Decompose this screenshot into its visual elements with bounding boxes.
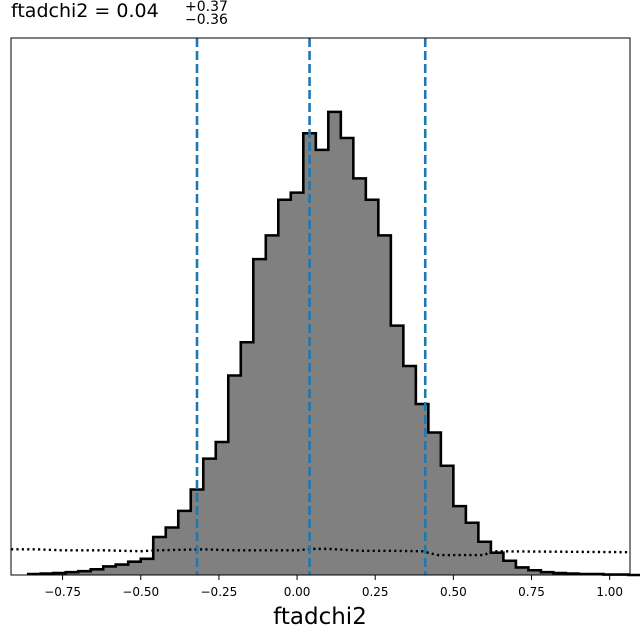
x-tick-label: −0.75 xyxy=(44,585,81,599)
histogram-bar xyxy=(365,199,379,575)
histogram-bar xyxy=(228,375,242,575)
histogram-bar xyxy=(65,572,79,575)
histogram-bar xyxy=(428,432,442,575)
histogram-bar xyxy=(265,235,279,575)
histogram-bar xyxy=(140,558,154,575)
histogram-bar xyxy=(115,564,129,575)
histogram-bar xyxy=(103,566,117,575)
histogram-bar xyxy=(403,366,417,575)
x-tick-label: −0.50 xyxy=(122,585,159,599)
histogram-bar xyxy=(340,138,354,575)
histogram-bar xyxy=(128,561,142,575)
histogram-bar xyxy=(253,259,267,575)
title-value: 0.04 xyxy=(116,0,159,22)
histogram-bar xyxy=(465,522,479,575)
x-tick-label: 0.25 xyxy=(362,585,389,599)
title-upper-error: +0.37 xyxy=(185,0,228,15)
x-axis-label: ftadchi2 xyxy=(273,604,367,630)
histogram-bar xyxy=(178,510,192,575)
histogram-bar xyxy=(390,325,404,575)
title-param: ftadchi2 xyxy=(11,0,89,22)
plot-frame xyxy=(10,37,631,576)
histogram-bar xyxy=(203,458,217,575)
histogram-bar xyxy=(78,571,92,575)
histogram-outline xyxy=(26,110,640,577)
histogram-bar xyxy=(490,552,504,575)
histogram-bar xyxy=(290,192,304,575)
histogram-bar xyxy=(90,569,104,575)
histogram-bar xyxy=(215,442,229,575)
x-axis-ticks: −0.75 −0.50 −0.25 0.00 0.25 0.50 0.75 1.00 xyxy=(44,575,623,599)
histogram-bar xyxy=(528,570,542,575)
title-lower-error: −0.36 xyxy=(185,12,228,28)
x-tick-label: 0.50 xyxy=(440,585,467,599)
histogram-bar xyxy=(503,560,517,575)
histogram-bar xyxy=(515,567,529,575)
histogram-bars xyxy=(28,111,629,575)
histogram-bar xyxy=(315,149,329,575)
histogram-bar xyxy=(278,199,292,575)
chart-title: ftadchi2 = 0.04 +0.37 −0.36 xyxy=(11,0,228,28)
histogram-bar xyxy=(240,342,254,575)
histogram-bar xyxy=(353,178,367,575)
x-tick-label: 0.75 xyxy=(518,585,545,599)
x-tick-label: −0.25 xyxy=(201,585,238,599)
histogram-bar xyxy=(415,404,429,575)
histogram-bar xyxy=(153,537,167,575)
title-equals: = xyxy=(88,0,117,22)
histogram-bar xyxy=(453,506,467,575)
x-tick-label: 0.00 xyxy=(284,585,311,599)
x-tick-label: 1.00 xyxy=(596,585,623,599)
histogram-bar xyxy=(165,527,179,575)
quantile-lines xyxy=(195,38,427,575)
histogram-bar xyxy=(540,572,554,575)
histogram-bar xyxy=(378,235,392,575)
histogram-bar xyxy=(328,111,342,575)
histogram-bar xyxy=(440,465,454,575)
prior-curve xyxy=(11,547,631,557)
histogram-bar xyxy=(478,541,492,575)
